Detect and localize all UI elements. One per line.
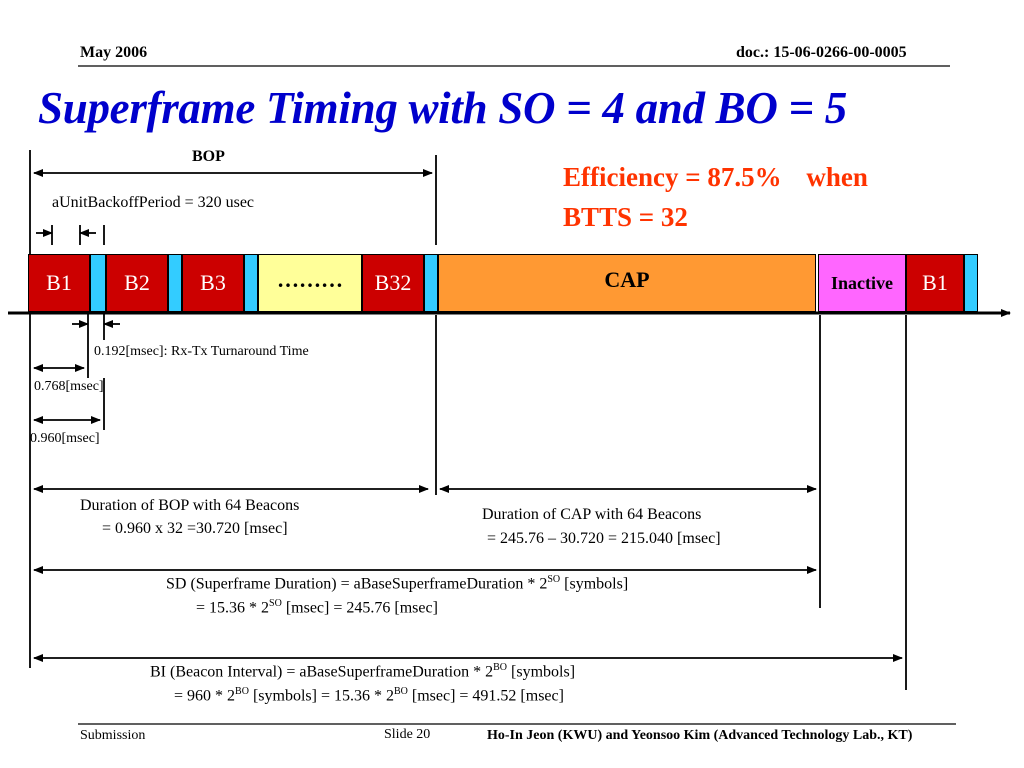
turnaround-label: 0.192[msec]: Rx-Tx Turnaround Time (94, 344, 309, 359)
sd-text-a: SD (Superframe Duration) = aBaseSuperfra… (166, 575, 548, 593)
beacon-b3: B3 (182, 254, 244, 312)
bop-duration-line2: = 0.960 x 32 =30.720 [msec] (102, 520, 288, 537)
bi-exponent: BO (235, 686, 249, 697)
backoff-label: aUnitBackoffPeriod = 320 usec (52, 194, 255, 211)
bi-text-b: [symbols] (507, 663, 576, 681)
gap-slot (244, 254, 258, 312)
gap-slot (90, 254, 106, 312)
bi-text-d: [symbols] = 15.36 * 2 (248, 687, 394, 705)
efficiency-when: when (806, 162, 868, 192)
footer-author: Ho-In Jeon (KWU) and Yeonsoo Kim (Advanc… (487, 728, 913, 743)
bi-formula-line2: = 960 * 2BO [symbols] = 15.36 * 2BO [mse… (174, 686, 564, 705)
sd-text-c: = 15.36 * 2 (196, 599, 270, 617)
inactive-period: Inactive (818, 254, 906, 312)
label-0960: 0.960[msec] (30, 431, 100, 446)
efficiency-text: Efficiency = 87.5% when (563, 162, 868, 193)
page-title: Superframe Timing with SO = 4 and BO = 5 (38, 83, 848, 133)
sd-text-b: [symbols] (560, 575, 629, 593)
beacon-b1: B1 (28, 254, 90, 312)
sd-text-d: [msec] = 245.76 [msec] (281, 599, 438, 617)
sd-exponent: SO (547, 574, 561, 585)
footer-submission: Submission (80, 728, 146, 743)
header-date: May 2006 (80, 44, 148, 61)
cap-duration-line2: = 245.76 – 30.720 = 215.040 [msec] (487, 530, 721, 547)
gap-slot (168, 254, 182, 312)
bi-text-a: BI (Beacon Interval) = aBaseSuperframeDu… (150, 663, 494, 681)
label-0768: 0.768[msec] (34, 379, 104, 394)
bi-exponent: BO (393, 686, 408, 697)
cap-period: CAP (438, 254, 816, 312)
beacon-ellipsis: ……… (258, 254, 362, 312)
sd-exponent: SO (269, 598, 282, 609)
bi-text-e: [msec] = 491.52 [msec] (407, 687, 564, 705)
sd-formula-line2: = 15.36 * 2SO [msec] = 245.76 [msec] (196, 598, 438, 617)
footer-slide-number: Slide 20 (384, 727, 431, 742)
beacon-b32: B32 (362, 254, 424, 312)
bop-label: BOP (192, 148, 225, 165)
header-doc: doc.: 15-06-0266-00-0005 (736, 44, 907, 61)
sd-formula-line1: SD (Superframe Duration) = aBaseSuperfra… (166, 574, 628, 593)
bi-exponent: BO (493, 662, 508, 673)
bi-formula-line1: BI (Beacon Interval) = aBaseSuperframeDu… (150, 662, 575, 681)
bop-duration-line1: Duration of BOP with 64 Beacons (80, 497, 300, 514)
btts-text: BTTS = 32 (563, 202, 688, 232)
efficiency-value: Efficiency = 87.5% (563, 162, 782, 192)
bi-text-c: = 960 * 2 (174, 687, 236, 705)
cap-duration-line1: Duration of CAP with 64 Beacons (482, 506, 702, 523)
gap-slot (964, 254, 978, 312)
beacon-b2: B2 (106, 254, 168, 312)
beacon-b1-next: B1 (906, 254, 964, 312)
gap-slot (424, 254, 438, 312)
